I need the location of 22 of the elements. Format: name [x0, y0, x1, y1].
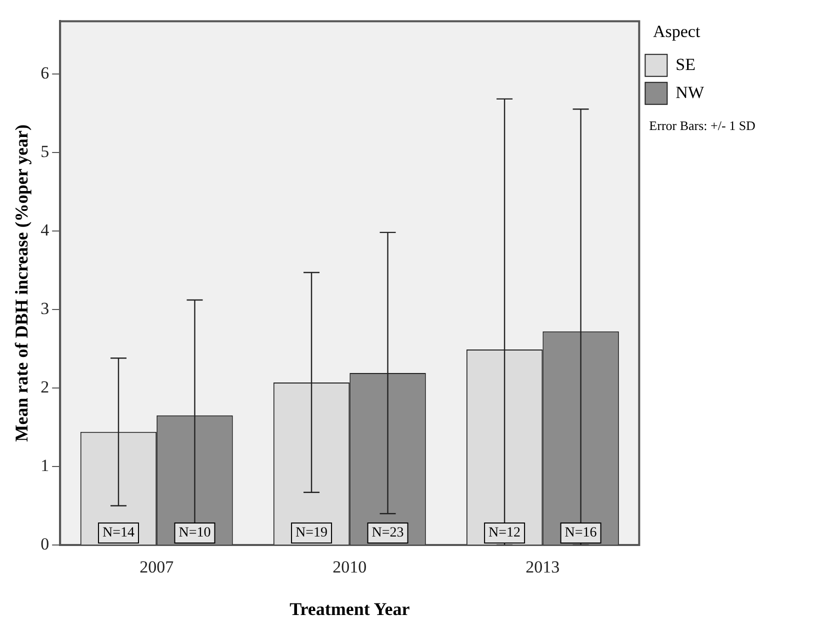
annotation: N=12 [488, 526, 521, 541]
y-tick-label: 4 [40, 220, 50, 240]
x-tick-label: 2007 [140, 558, 174, 577]
legend-label: NW [676, 82, 705, 102]
x-tick-label: 2013 [526, 558, 560, 577]
annotation: N=10 [178, 526, 211, 541]
annotation: N=16 [564, 526, 597, 541]
annotation: N=23 [372, 526, 404, 541]
legend-title: Aspect [652, 22, 700, 41]
text: Error Bars: +/- 1 SD [649, 118, 756, 133]
y-tick-label: 3 [40, 298, 50, 318]
annotation: N=14 [102, 526, 134, 541]
legend-label: SE [676, 54, 696, 74]
y-tick-label: 6 [40, 63, 50, 82]
x-axis-title: Treatment Year [290, 598, 410, 619]
annotation: N=19 [296, 526, 328, 541]
y-axis-title: Mean rate of DBH increase (%oper year) [11, 124, 32, 442]
y-tick-label: 0 [40, 534, 50, 554]
y-tick-label: 1 [40, 456, 50, 475]
y-tick-label: 2 [40, 377, 50, 396]
x-tick-label: 2010 [332, 558, 367, 577]
y-tick-label: 5 [40, 142, 50, 161]
